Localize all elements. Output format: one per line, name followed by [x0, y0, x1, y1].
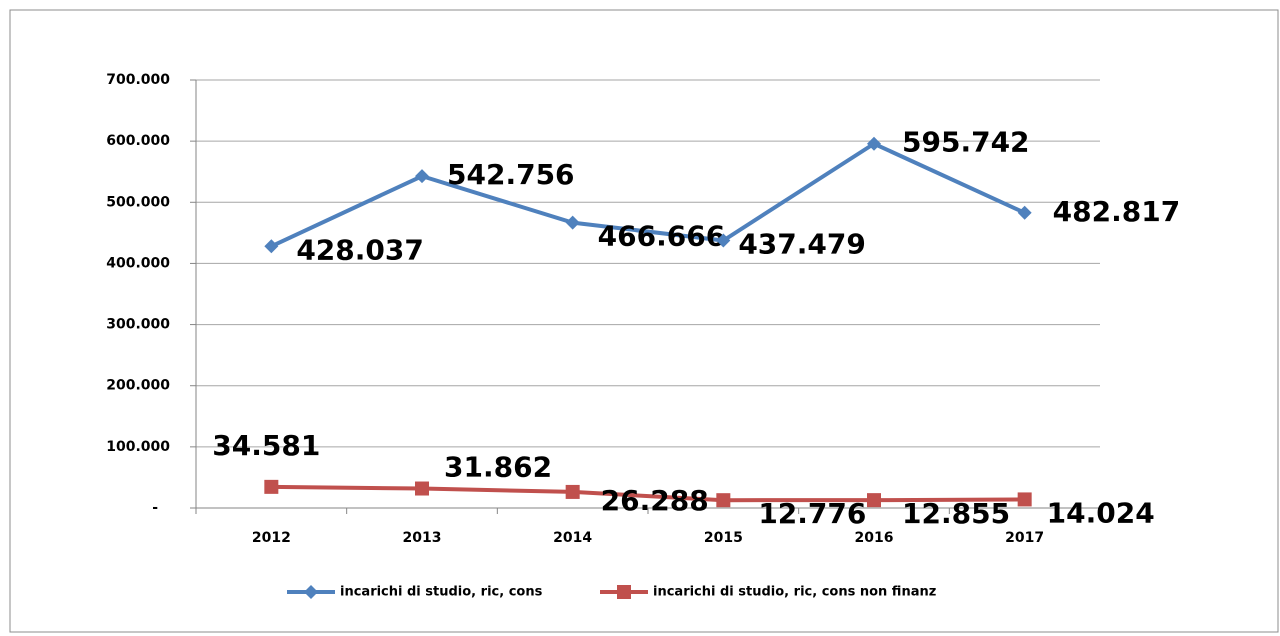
x-tick-label: 2013 [403, 530, 442, 546]
legend-label: incarichi di studio, ric, cons non finan… [653, 585, 936, 600]
line-marker [617, 585, 631, 599]
x-tick-label: 2012 [252, 530, 291, 546]
chart-border [9, 9, 1279, 633]
line-marker [565, 484, 580, 499]
data-label: 437.479 [738, 228, 866, 261]
data-label: 12.776 [758, 497, 866, 530]
data-label: 14.024 [1047, 496, 1155, 529]
line-marker [716, 233, 731, 248]
y-tick-label: 600.000 [106, 133, 170, 149]
legend-label: incarichi di studio, ric, cons [340, 585, 543, 600]
x-tick-label: 2015 [704, 530, 743, 546]
data-label: 31.862 [444, 451, 552, 484]
y-tick-label: 400.000 [106, 255, 170, 271]
line-marker [304, 585, 318, 599]
y-tick-label: 500.000 [106, 194, 170, 210]
x-tick-label: 2016 [855, 530, 894, 546]
data-label: 26.288 [601, 484, 709, 517]
y-tick-label: 200.000 [106, 378, 170, 394]
series-line [271, 484, 1025, 503]
series-line [270, 141, 1026, 249]
line-marker [264, 479, 279, 494]
line-marker [415, 169, 429, 184]
line-marker [415, 481, 429, 496]
line-marker [716, 493, 731, 508]
data-label: 12.855 [902, 497, 1010, 530]
data-label: 428.037 [296, 233, 424, 266]
line-marker [1017, 205, 1032, 220]
y-tick-label: 700.000 [106, 72, 170, 88]
line-marker [1017, 492, 1032, 507]
line-marker [867, 493, 881, 508]
data-label: 542.756 [447, 158, 575, 191]
line-marker [867, 136, 881, 151]
data-label: 466.666 [598, 220, 726, 253]
y-tick-label: - [152, 500, 158, 516]
x-tick-label: 2014 [553, 530, 592, 546]
y-tick-label: 100.000 [106, 439, 170, 455]
line-marker [264, 239, 279, 254]
line-marker [565, 215, 580, 230]
data-label: 595.742 [902, 126, 1030, 159]
data-label: 482.817 [1053, 195, 1181, 228]
y-tick-label: 300.000 [106, 317, 170, 333]
data-label: 34.581 [212, 429, 320, 462]
x-tick-label: 2017 [1005, 530, 1044, 546]
